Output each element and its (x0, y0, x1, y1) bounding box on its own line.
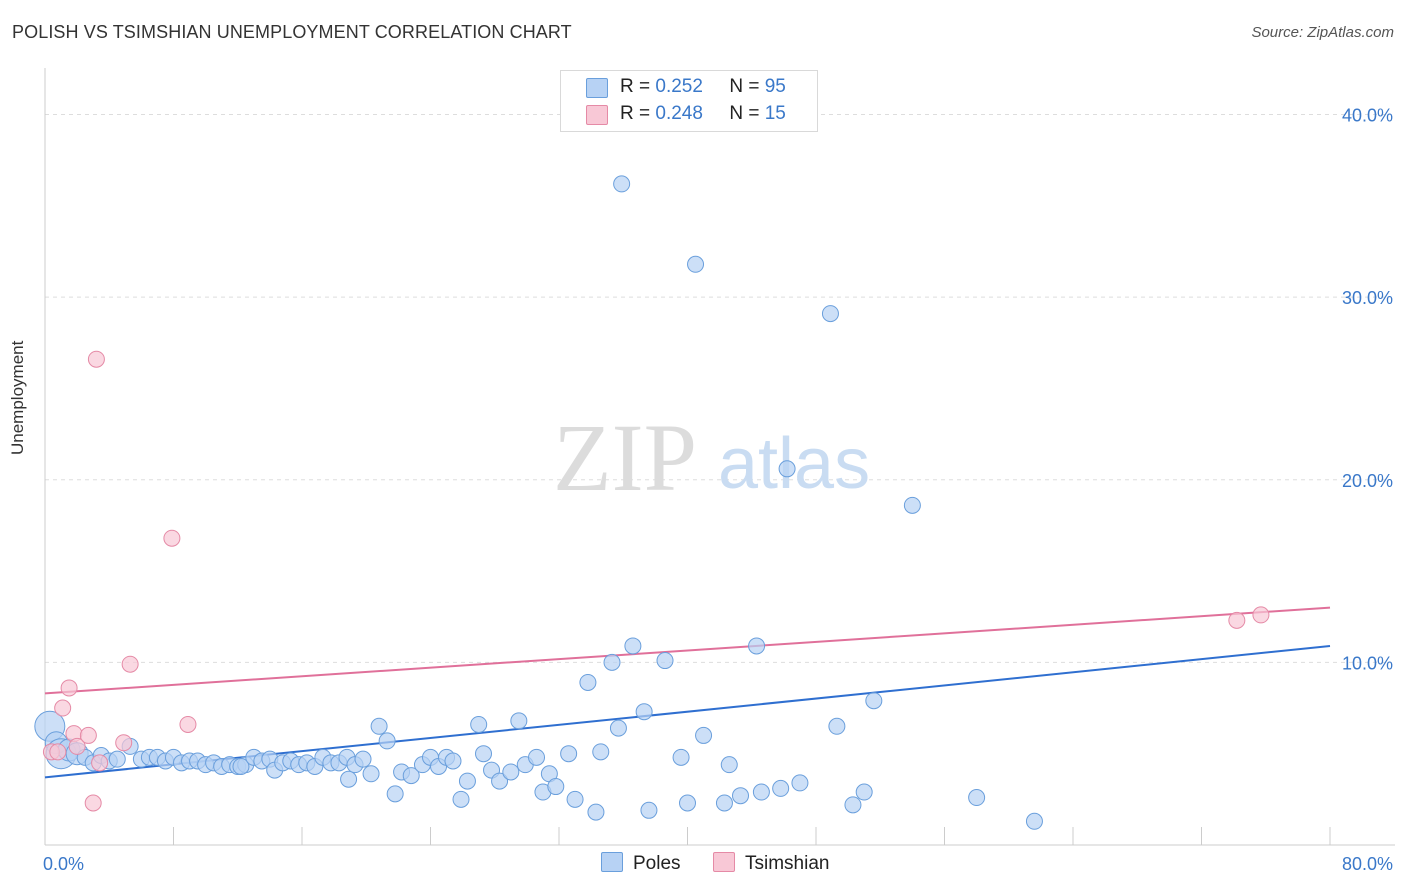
poles-point (635, 703, 653, 721)
poles-point (378, 732, 396, 750)
poles-point (695, 726, 713, 744)
data-points (34, 175, 1270, 830)
poles-point (528, 748, 546, 766)
tsimshian-n-value: 15 (764, 103, 786, 124)
poles-point (903, 496, 921, 514)
poles-point (715, 794, 733, 812)
poles-point (370, 717, 388, 735)
tsimshian-legend-swatch (713, 852, 735, 872)
n-label: N = (729, 76, 760, 97)
poles-point (772, 779, 790, 797)
poles-point (587, 803, 605, 821)
tsimshian-point (1252, 606, 1270, 624)
poles-point (603, 653, 621, 671)
r-label: R = (620, 103, 651, 124)
poles-point (386, 785, 404, 803)
poles-point (510, 712, 528, 730)
x-tick-label: 80.0% (1342, 854, 1393, 874)
poles-point (458, 772, 476, 790)
poles-point (656, 652, 674, 670)
poles-point (720, 756, 738, 774)
poles-legend-swatch (601, 852, 623, 872)
poles-point (844, 796, 862, 814)
watermark-zip: ZIP (553, 404, 697, 511)
y-tick-label: 10.0% (1342, 653, 1393, 673)
r-label: R = (620, 76, 651, 97)
poles-point (609, 719, 627, 737)
stats-legend: R = 0.252 N = 95 R = 0.248 N = 15 (560, 70, 818, 132)
tsimshian-point (1228, 611, 1246, 629)
poles-point (752, 783, 770, 801)
poles-point (362, 765, 380, 783)
poles-point (592, 743, 610, 761)
poles-point (778, 460, 796, 478)
poles-point (865, 692, 883, 710)
y-tick-label: 40.0% (1342, 106, 1393, 126)
tsimshian-point (87, 350, 105, 368)
poles-point (791, 774, 809, 792)
poles-point (732, 787, 750, 805)
tsimshian-point (79, 726, 97, 744)
poles-point (624, 637, 642, 655)
poles-point (547, 778, 565, 796)
poles-r-value: 0.252 (655, 76, 703, 97)
x-tick-label: 0.0% (43, 854, 84, 874)
poles-point (491, 772, 509, 790)
poles-legend-label: Poles (633, 853, 681, 874)
tsimshian-point (121, 655, 139, 673)
tsimshian-trend-line (44, 606, 1331, 695)
legend-item-poles[interactable]: Poles (601, 852, 681, 875)
poles-point (968, 789, 986, 807)
poles-point (402, 767, 420, 785)
poles-point (470, 715, 488, 733)
poles-point (672, 748, 690, 766)
source-label: Source: ZipAtlas.com (1251, 24, 1394, 41)
tick-labels: 10.0% 20.0% 30.0% 40.0% 0.0% 80.0% (43, 106, 1393, 874)
tsimshian-point (115, 734, 133, 752)
poles-point (748, 637, 766, 655)
tsimshian-point (163, 529, 181, 547)
poles-point (579, 673, 597, 691)
poles-point (108, 750, 126, 768)
poles-point (566, 790, 584, 808)
poles-point (821, 305, 839, 323)
poles-point (340, 770, 358, 788)
gridlines (45, 114, 1390, 663)
tsimshian-point (179, 715, 197, 733)
watermark: ZIP atlas (553, 404, 870, 511)
poles-point (679, 794, 696, 812)
tsimshian-point (54, 699, 72, 717)
y-tick-label: 30.0% (1342, 288, 1393, 308)
poles-point (855, 783, 873, 801)
poles-swatch (586, 78, 608, 98)
poles-point (502, 763, 520, 781)
poles-point (828, 717, 846, 735)
poles-n-value: 95 (764, 76, 786, 97)
tsimshian-point (68, 737, 86, 755)
tsimshian-point (60, 679, 78, 697)
tsimshian-point (91, 754, 109, 772)
n-label: N = (729, 103, 760, 124)
poles-point (1025, 812, 1043, 830)
poles-point (640, 801, 658, 819)
poles-point (354, 750, 372, 768)
poles-point (444, 752, 462, 770)
poles-point (613, 175, 631, 193)
tsimshian-swatch (586, 105, 608, 125)
tsimshian-point (49, 743, 67, 761)
tsimshian-r-value: 0.248 (655, 103, 703, 124)
poles-point (687, 255, 705, 273)
tsimshian-point (84, 794, 102, 812)
poles-point (560, 745, 578, 763)
poles-point (475, 745, 493, 763)
tsimshian-legend-label: Tsimshian (745, 853, 830, 874)
chart-title: POLISH VS TSIMSHIAN UNEMPLOYMENT CORRELA… (12, 22, 572, 42)
poles-point (452, 790, 470, 808)
y-tick-label: 20.0% (1342, 471, 1393, 491)
legend-item-tsimshian[interactable]: Tsimshian (713, 852, 829, 875)
poles-point (232, 757, 250, 775)
